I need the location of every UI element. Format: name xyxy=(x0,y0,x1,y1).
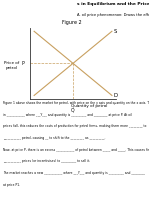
Text: ____________ prices (or incentivises) to __________ to sell it.: ____________ prices (or incentivises) to… xyxy=(3,159,90,163)
Text: prices fall, this reduces the costs of production for petrol firms, making them : prices fall, this reduces the costs of p… xyxy=(3,124,146,128)
Text: ____________ petrol, causing __ to shift to the _________ as __________.: ____________ petrol, causing __ to shift… xyxy=(3,136,105,140)
Text: Figure 1 above shows the market for petrol, with price on the y axis and quantit: Figure 1 above shows the market for petr… xyxy=(3,101,149,105)
Text: Figure 2: Figure 2 xyxy=(62,20,81,25)
Text: in ____________ where ___Y___ and quantity is __________ and _________ at price : in ____________ where ___Y___ and quanti… xyxy=(3,113,132,117)
Text: A. oil price phenomenon: Draws the effect of this on the market for petrol.: A. oil price phenomenon: Draws the effec… xyxy=(77,13,149,17)
Text: Quantity of petrol: Quantity of petrol xyxy=(71,104,108,108)
Text: Q: Q xyxy=(71,108,75,112)
Text: S: S xyxy=(114,29,117,34)
Text: at price P1.: at price P1. xyxy=(3,183,20,187)
Text: Now, at price P, there is an excess ____________ of petrol between _____ and ___: Now, at price P, there is an excess ____… xyxy=(3,148,149,152)
Text: D: D xyxy=(114,93,118,98)
Text: P: P xyxy=(21,61,24,66)
Text: Price of
petrol: Price of petrol xyxy=(4,61,20,70)
Text: s in Equilibrium and the Price Mechanism: s in Equilibrium and the Price Mechanism xyxy=(77,2,149,6)
Text: The market reaches a new ____________ where ___Y___ and quantity is __________ a: The market reaches a new ____________ wh… xyxy=(3,171,145,175)
